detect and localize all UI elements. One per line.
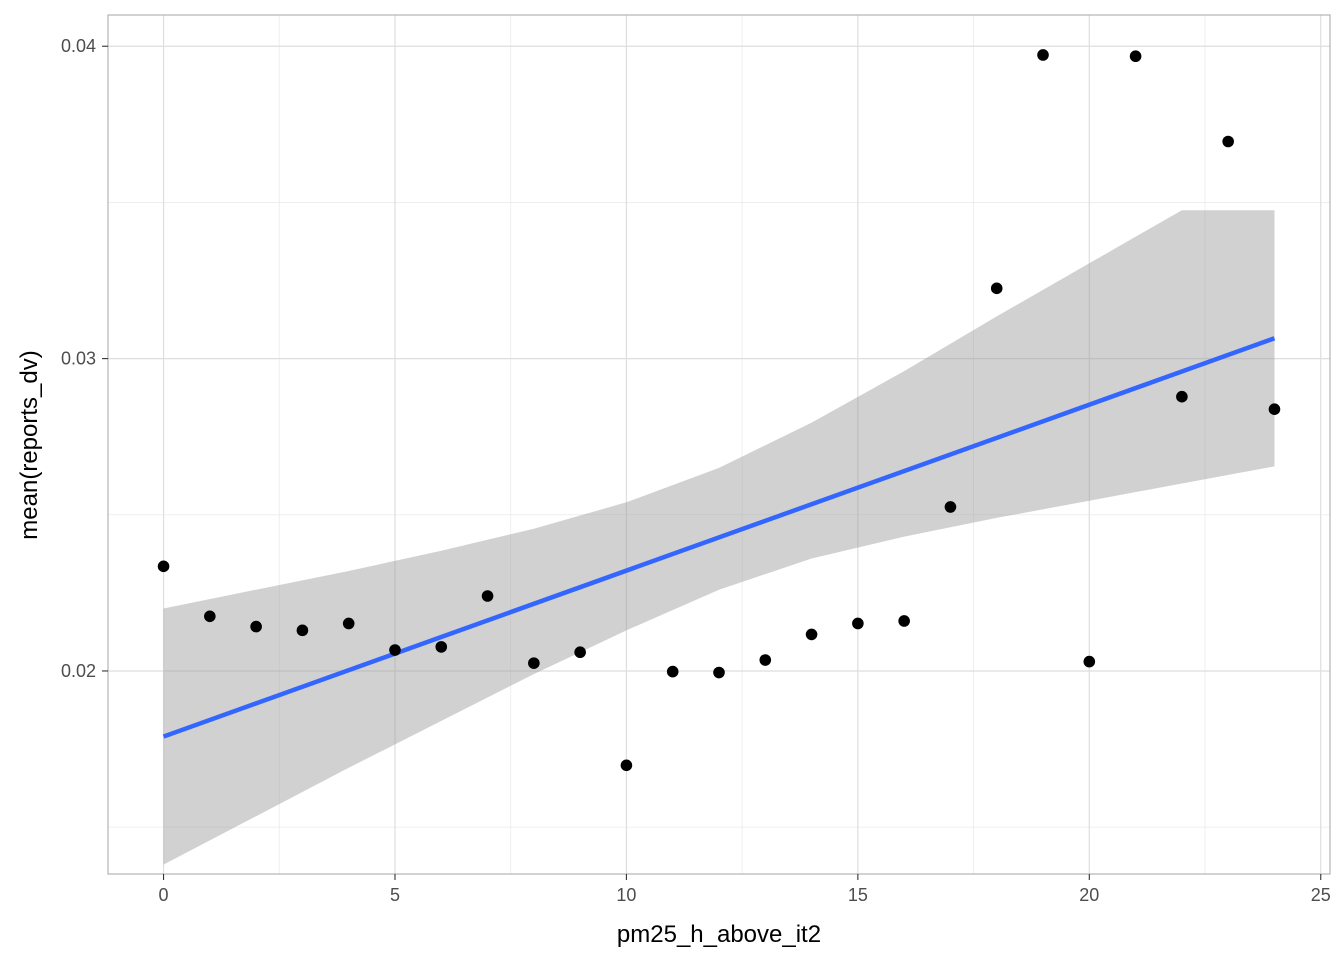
data-point: [250, 620, 262, 633]
x-tick-label: 20: [1079, 885, 1099, 905]
data-point: [157, 560, 170, 573]
x-tick-label: 15: [848, 885, 868, 905]
data-point: [1129, 50, 1142, 63]
regression-line: [162, 336, 1276, 739]
x-axis: 0 5 10 15 20 25: [159, 874, 1331, 905]
data-point: [1037, 49, 1049, 61]
data-point: [435, 641, 448, 653]
data-point: [713, 666, 725, 679]
data-point: [759, 654, 772, 666]
data-point: [666, 665, 679, 678]
data-points-layer: [157, 49, 1281, 772]
y-axis: 0.02 0.03 0.04: [61, 36, 108, 681]
x-tick-label: 0: [159, 885, 169, 905]
data-point: [898, 615, 910, 627]
y-tick-label: 0.04: [61, 36, 96, 56]
data-point: [342, 617, 355, 630]
data-point: [1222, 135, 1234, 148]
data-point: [852, 617, 864, 630]
data-point: [944, 501, 957, 513]
data-point: [1176, 390, 1188, 403]
data-point: [1268, 403, 1281, 416]
y-tick-label: 0.02: [61, 661, 96, 681]
data-point: [574, 646, 586, 659]
data-point: [389, 644, 401, 656]
panel-border: [107, 14, 1331, 875]
data-point: [1083, 655, 1096, 668]
x-axis-title: pm25_h_above_it2: [617, 921, 821, 948]
panel-background: [108, 15, 1330, 874]
data-point: [296, 624, 309, 637]
data-point: [481, 590, 494, 602]
data-point: [528, 657, 540, 669]
data-point: [805, 628, 818, 641]
data-point: [620, 759, 633, 772]
minor-gridlines: [108, 15, 1330, 874]
fit-line-layer: [162, 336, 1276, 739]
x-tick-label: 5: [390, 885, 400, 905]
y-tick-label: 0.03: [61, 349, 96, 369]
x-tick-label: 10: [616, 885, 636, 905]
data-point: [204, 610, 216, 623]
y-axis-title: mean(reports_dv): [16, 350, 43, 539]
data-point: [990, 282, 1003, 295]
x-tick-label: 25: [1311, 885, 1331, 905]
